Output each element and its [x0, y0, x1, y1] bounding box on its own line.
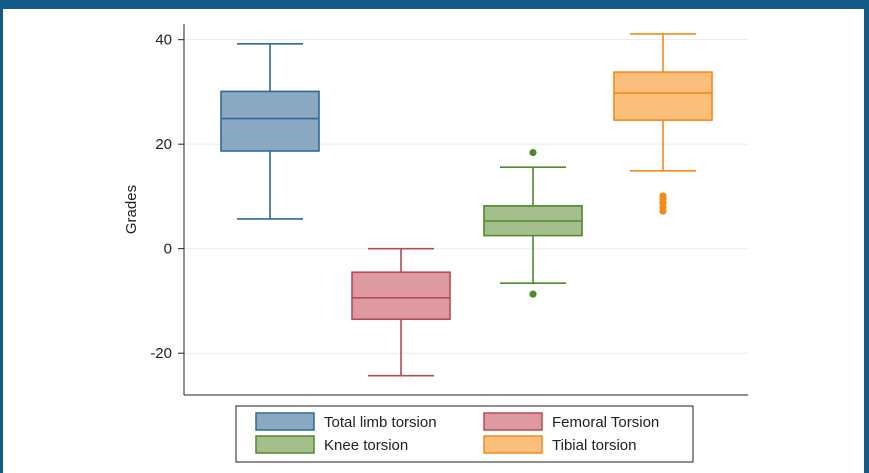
- legend-label: Femoral Torsion: [552, 414, 659, 431]
- outlier-point: [659, 207, 667, 215]
- legend-swatch: [255, 435, 315, 454]
- y-axis-ticks: -20 0 20 40: [150, 32, 184, 362]
- legend-label: Total limb torsion: [324, 414, 437, 431]
- box-iqr: [351, 271, 451, 321]
- legend-label: Knee torsion: [324, 437, 408, 454]
- top-header-bar: [0, 0, 869, 9]
- box-2: [351, 247, 451, 377]
- box-1: [220, 43, 320, 220]
- box-iqr: [220, 90, 320, 152]
- box-3: [483, 148, 583, 298]
- y-tick-label: -20: [150, 345, 172, 362]
- outlier-point: [529, 290, 537, 298]
- legend-swatch: [255, 412, 315, 431]
- y-tick-label: 0: [164, 241, 172, 258]
- y-tick-label: 40: [155, 32, 172, 49]
- legend-label: Tibial torsion: [552, 437, 636, 454]
- legend-swatch: [483, 412, 543, 431]
- right-frame-border: [864, 0, 869, 473]
- legend-swatch: [483, 435, 543, 454]
- box-4: [613, 33, 713, 215]
- box-iqr: [613, 71, 713, 121]
- boxes: [220, 33, 713, 377]
- outlier-point: [529, 148, 537, 157]
- y-axis-label: Grades: [123, 185, 140, 234]
- y-tick-label: 20: [155, 136, 172, 153]
- legend: Total limb torsion Femoral Torsion Knee to…: [235, 405, 694, 463]
- left-frame-border: [0, 0, 3, 473]
